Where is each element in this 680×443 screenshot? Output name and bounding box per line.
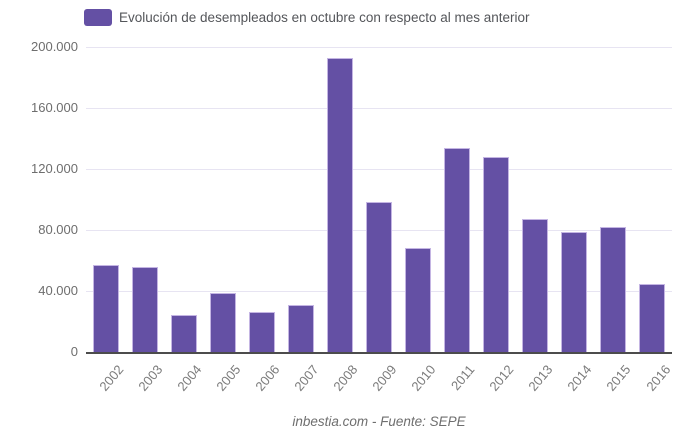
source-caption: inbestia.com - Fuente: SEPE [292, 414, 466, 429]
y-tick-label: 160.000 [31, 100, 78, 115]
x-tick-label: 2002 [95, 362, 127, 394]
bar-slot-2004 [164, 47, 203, 352]
bar-2015[interactable] [600, 226, 627, 352]
bar-2013[interactable] [522, 219, 549, 352]
legend-label: Evolución de desempleados en octubre con… [119, 10, 530, 25]
y-tick-label: 0 [70, 344, 78, 359]
bar-2003[interactable] [131, 266, 158, 352]
bar-slot-2011 [438, 47, 477, 352]
bar-2011[interactable] [444, 148, 471, 352]
bar-2008[interactable] [326, 58, 353, 352]
bar-2014[interactable] [561, 231, 588, 352]
x-tick-label: 2005 [213, 362, 244, 394]
bar-2005[interactable] [209, 293, 236, 352]
x-tick-label: 2008 [330, 362, 361, 394]
x-tick-label: 2015 [603, 362, 634, 394]
bar-slot-2013 [516, 47, 555, 352]
x-tick-label: 2013 [525, 362, 556, 394]
bar-2002[interactable] [92, 265, 119, 352]
bar-2009[interactable] [365, 201, 392, 352]
x-tick-label: 2004 [174, 362, 205, 394]
x-tick-label: 2009 [369, 362, 400, 394]
grid-line-120000 [86, 169, 672, 170]
x-tick-label: 2007 [291, 362, 322, 394]
bar-slot-2008 [320, 47, 359, 352]
bar-2010[interactable] [405, 248, 432, 352]
y-tick-label: 40.000 [38, 283, 78, 298]
bar-slot-2003 [125, 47, 164, 352]
bar-2012[interactable] [483, 156, 510, 352]
grid-line-160000 [86, 108, 672, 109]
bar-slot-2006 [242, 47, 281, 352]
chart-legend[interactable]: Evolución de desempleados en octubre con… [84, 9, 530, 26]
x-tick-label: 2006 [252, 362, 283, 394]
bar-slot-2002 [86, 47, 125, 352]
x-tick-label: 2012 [486, 362, 517, 394]
bar-2007[interactable] [287, 304, 314, 352]
bar-slot-2012 [477, 47, 516, 352]
bar-slot-2009 [359, 47, 398, 352]
x-tick-label: 2011 [448, 362, 478, 394]
y-tick-label: 80.000 [38, 222, 78, 237]
bar-slot-2010 [399, 47, 438, 352]
y-tick-label: 120.000 [31, 161, 78, 176]
grid-line-200000 [86, 47, 672, 48]
y-tick-label: 200.000 [31, 39, 78, 54]
bar-2004[interactable] [170, 315, 197, 352]
plot-area [86, 47, 672, 354]
bar-slot-2005 [203, 47, 242, 352]
x-tick-label: 2014 [564, 362, 595, 394]
bar-2016[interactable] [639, 284, 666, 352]
bar-slot-2016 [633, 47, 672, 352]
bar-2006[interactable] [248, 312, 275, 352]
x-tick-label: 2010 [408, 362, 439, 394]
x-tick-label: 2003 [135, 362, 166, 394]
x-tick-label: 2016 [642, 362, 673, 394]
bar-slot-2015 [594, 47, 633, 352]
bar-slot-2014 [555, 47, 594, 352]
bar-slot-2007 [281, 47, 320, 352]
legend-swatch-icon [84, 9, 112, 26]
